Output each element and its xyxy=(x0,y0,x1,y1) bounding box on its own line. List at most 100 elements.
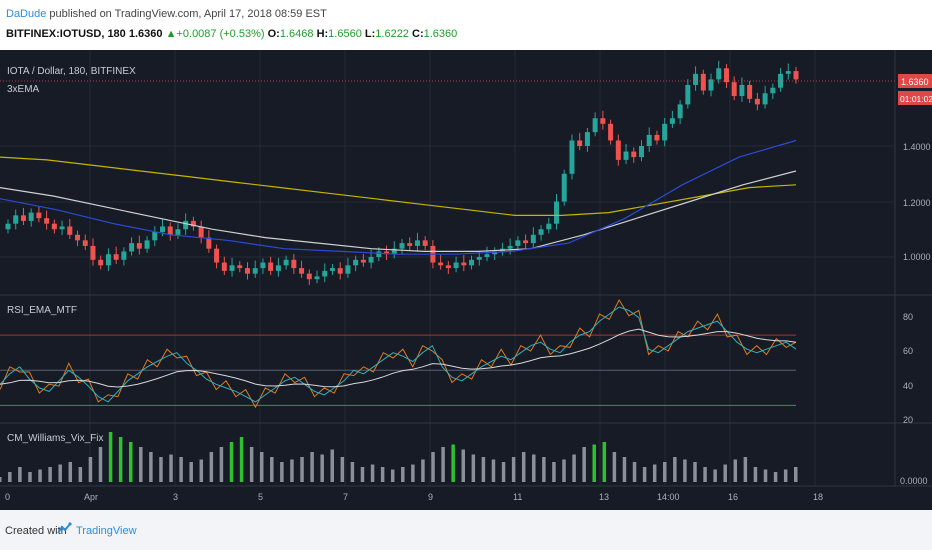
vix-bar xyxy=(340,457,345,482)
candle-body xyxy=(584,132,590,146)
candle-body xyxy=(190,220,196,227)
ema-white-line xyxy=(0,170,797,252)
candle-body xyxy=(662,123,668,141)
vix-bar xyxy=(270,457,274,482)
up-arrow-icon: ▲ xyxy=(165,28,177,40)
vix-bar xyxy=(562,459,566,482)
created-with-text: Created with xyxy=(5,525,67,537)
chart-area[interactable]: IOTA / Dollar, 180, BITFINEX 3xEMA 1.636… xyxy=(0,50,932,510)
candle-body xyxy=(13,215,19,224)
candle-body xyxy=(329,268,335,271)
candle-body xyxy=(198,226,204,238)
x-label: 3 xyxy=(173,492,178,502)
candle-body xyxy=(44,218,50,224)
vix-bar xyxy=(622,457,627,482)
vix-bar xyxy=(58,464,62,482)
author-link[interactable]: DaDude xyxy=(6,8,47,20)
candle-body xyxy=(561,173,567,202)
candle-body xyxy=(160,226,166,233)
vix-bar xyxy=(370,464,375,482)
vix-bar xyxy=(602,442,607,482)
vix-bar xyxy=(300,457,304,482)
vix-bar xyxy=(753,467,758,482)
close-label: C: xyxy=(412,28,424,40)
vix-bar xyxy=(642,467,647,482)
vix-bar xyxy=(139,447,143,482)
candle-body xyxy=(700,73,706,91)
candle-body xyxy=(716,68,722,80)
x-label: Apr xyxy=(84,492,98,502)
candle-body xyxy=(299,268,305,274)
published-text: published on TradingView.com, April 17, … xyxy=(46,8,327,20)
candle-body xyxy=(407,243,413,246)
candle-body xyxy=(206,237,212,249)
candle-body xyxy=(638,146,644,158)
vix-bar xyxy=(68,462,73,482)
candle-body xyxy=(345,265,351,274)
candle-body xyxy=(360,259,366,263)
vix-bar xyxy=(189,462,193,482)
x-label: 14:00 xyxy=(657,492,680,502)
candle-body xyxy=(770,87,776,94)
candle-body xyxy=(183,220,189,230)
candle-body xyxy=(631,151,637,158)
vix-bar xyxy=(421,459,425,482)
candle-body xyxy=(754,98,760,105)
candles xyxy=(5,60,799,286)
vix-bar xyxy=(239,437,244,482)
vix-bar xyxy=(169,454,173,482)
vix-bar xyxy=(259,452,264,482)
vix-bar xyxy=(128,442,133,482)
candle-body xyxy=(785,71,791,74)
candle-body xyxy=(67,226,73,235)
vix-bar xyxy=(521,452,526,482)
candle-body xyxy=(461,262,467,266)
candle-body xyxy=(136,243,142,249)
candle-body xyxy=(476,257,482,260)
candle-body xyxy=(152,232,158,241)
tradingview-link[interactable]: TradingView xyxy=(76,525,137,537)
candle-body xyxy=(129,243,135,252)
low-value: 1.6222 xyxy=(375,28,409,40)
candle-body xyxy=(592,118,598,133)
vix-bar xyxy=(632,462,637,482)
vix-bar xyxy=(310,452,314,482)
candle-body xyxy=(368,257,374,263)
low-label: L: xyxy=(364,28,376,40)
candle-body xyxy=(708,79,714,91)
quote-line: BITFINEX:IOTUSD, 180 1.6360 ▲+0.0087 (+0… xyxy=(6,28,457,40)
candle-body xyxy=(384,251,390,255)
x-label: 13 xyxy=(599,492,609,502)
candle-body xyxy=(105,254,111,266)
footer: Created with TradingView xyxy=(0,510,932,550)
candle-body xyxy=(414,240,420,246)
grid xyxy=(0,50,895,486)
open-value: 1.6468 xyxy=(279,28,314,40)
candle-body xyxy=(175,229,181,235)
candle-body xyxy=(608,123,614,141)
rsi-ema-line xyxy=(0,328,797,388)
vix-bar xyxy=(209,452,214,482)
rsi-pane-title: RSI_EMA_MTF xyxy=(7,305,77,316)
countdown-badge-text: 01:01:02 xyxy=(900,94,932,104)
candle-body xyxy=(244,268,250,274)
vix-bar xyxy=(763,469,768,482)
candle-body xyxy=(121,251,127,260)
x-label: 18 xyxy=(813,492,823,502)
chart-svg[interactable]: IOTA / Dollar, 180, BITFINEX 3xEMA 1.636… xyxy=(0,50,932,510)
y-tick-rsi-60: 60 xyxy=(903,346,913,356)
candle-body xyxy=(669,118,675,124)
vix-bar xyxy=(18,467,22,482)
y-tick-vix: 0.0000 xyxy=(900,476,928,486)
candle-body xyxy=(693,73,699,85)
time-axis[interactable]: 0 Apr 3 5 7 9 11 13 14:00 16 18 xyxy=(5,492,823,502)
vix-bar xyxy=(673,457,677,482)
main-pane-title: IOTA / Dollar, 180, BITFINEX xyxy=(7,66,136,77)
candle-body xyxy=(469,259,475,266)
y-tick-rsi-20: 20 xyxy=(903,415,913,425)
vix-bar xyxy=(612,452,617,482)
vix-bar xyxy=(199,459,204,482)
vix-bar xyxy=(179,457,183,482)
vix-bar xyxy=(532,454,536,482)
high-value: 1.6560 xyxy=(328,28,362,40)
